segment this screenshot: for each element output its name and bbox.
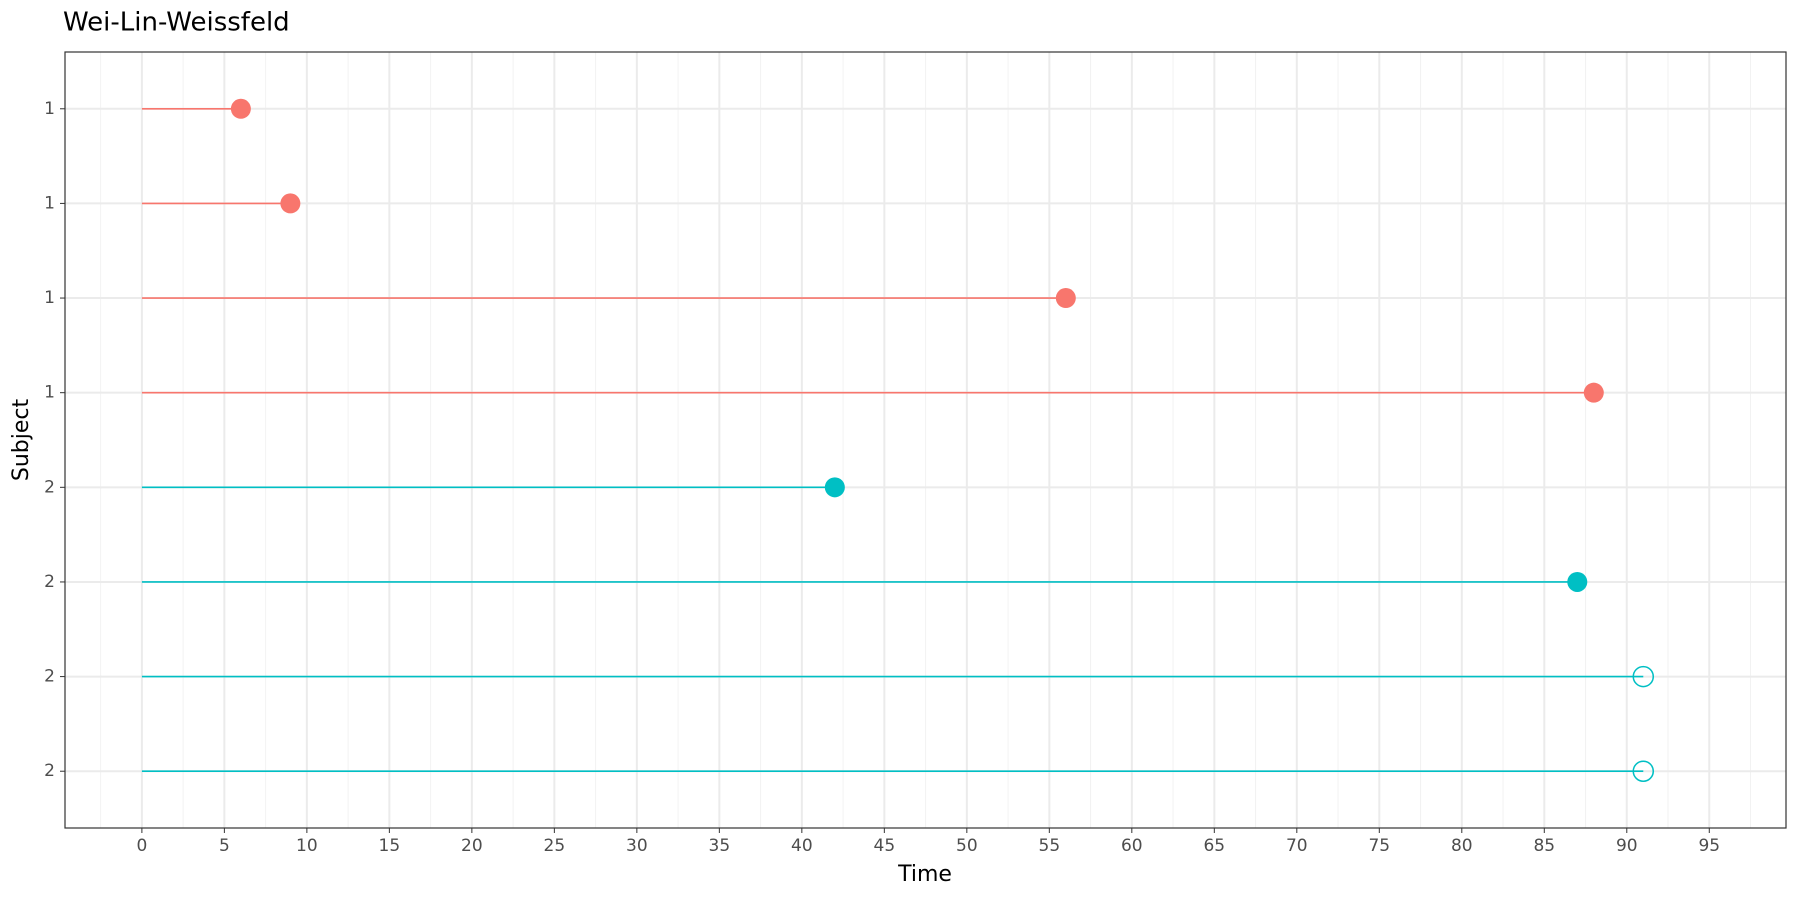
x-tick-label: 95 — [1698, 836, 1720, 856]
x-tick-label: 50 — [956, 836, 978, 856]
y-tick-label: 1 — [44, 99, 55, 119]
censor-marker — [1632, 665, 1655, 688]
y-tick-label: 2 — [44, 667, 55, 687]
chart-title: Wei-Lin-Weissfeld — [63, 8, 290, 38]
panel-border — [64, 51, 1787, 829]
y-tick-label: 1 — [44, 383, 55, 403]
event-marker — [280, 193, 301, 214]
event-marker — [1583, 382, 1604, 403]
x-tick-label: 45 — [874, 836, 896, 856]
x-tick-label: 40 — [791, 836, 813, 856]
x-tick-label: 15 — [379, 836, 401, 856]
x-tick-label: 20 — [461, 836, 483, 856]
x-tick-label: 65 — [1203, 836, 1225, 856]
event-marker — [230, 98, 251, 119]
y-tick-label: 2 — [44, 477, 55, 497]
event-marker — [824, 477, 845, 498]
event-marker — [1567, 571, 1588, 592]
x-tick-label: 75 — [1368, 836, 1390, 856]
x-tick-label: 70 — [1286, 836, 1308, 856]
censor-marker — [1632, 760, 1655, 782]
y-tick-label: 1 — [44, 193, 55, 213]
x-tick-label: 35 — [709, 836, 731, 856]
x-tick-label: 55 — [1039, 836, 1061, 856]
x-tick-label: 60 — [1121, 836, 1143, 856]
x-tick-label: 10 — [296, 836, 318, 856]
x-tick-label: 25 — [544, 836, 566, 856]
x-tick-label: 90 — [1616, 836, 1638, 856]
event-marker — [1055, 288, 1076, 309]
x-tick-label: 80 — [1451, 836, 1473, 856]
x-tick-label: 30 — [626, 836, 648, 856]
x-tick-label: 0 — [136, 836, 147, 856]
x-tick-label: 85 — [1533, 836, 1555, 856]
y-axis-label: Subject — [9, 399, 34, 482]
x-tick-label: 5 — [219, 836, 230, 856]
y-tick-label: 1 — [44, 288, 55, 308]
x-axis-label: Time — [897, 862, 952, 887]
y-tick-label: 2 — [44, 761, 55, 781]
y-tick-label: 2 — [44, 572, 55, 592]
